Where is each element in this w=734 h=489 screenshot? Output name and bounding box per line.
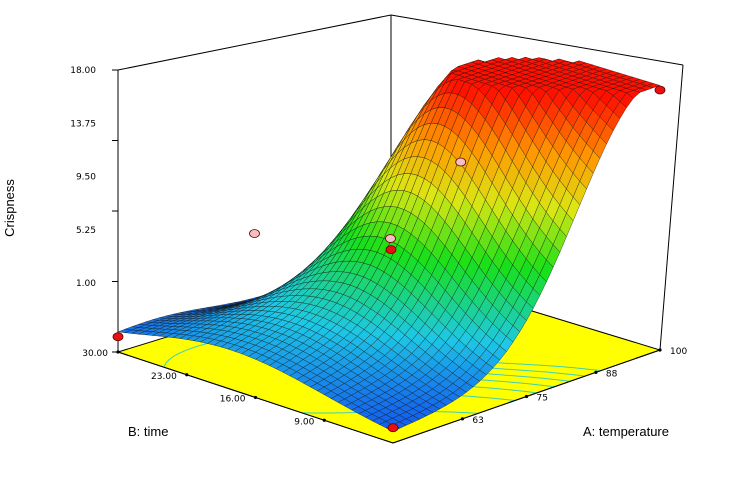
- z-tick-label: 9.50: [76, 173, 96, 183]
- a-tick-mark: [658, 348, 662, 352]
- a-tick-label: 100: [670, 347, 687, 357]
- b-tick-label: 23.00: [151, 372, 177, 382]
- a-tick-mark: [524, 394, 529, 399]
- a-tick-label: 88: [606, 369, 618, 379]
- b-tick-label: 9.00: [294, 417, 314, 427]
- z-tick-label: 18.00: [70, 66, 96, 76]
- design-point: [455, 157, 467, 167]
- b-axis-title: B: time: [128, 424, 168, 439]
- a-tick-mark: [460, 417, 465, 421]
- left-top-edge: [117, 14, 392, 71]
- b-tick-label: 30.00: [82, 349, 108, 359]
- right-top-edge: [390, 14, 684, 66]
- a-axis-title: A: temperature: [583, 424, 669, 439]
- response-surface: [117, 56, 661, 432]
- b-tick-mark: [322, 418, 326, 422]
- tick-labels: 1.00 5.25 9.50 13.75 18.00 9.00 16.00 23.00 30.0…: [70, 66, 687, 427]
- design-point: [387, 423, 399, 433]
- z-axis-title: Crispness: [2, 179, 17, 237]
- design-point: [385, 245, 397, 255]
- z-tick-label: 13.75: [70, 119, 96, 129]
- b-tick-mark: [185, 373, 189, 377]
- design-point: [112, 332, 124, 342]
- chart-frame-back: [112, 14, 684, 353]
- z-tick-label: 5.25: [76, 226, 96, 236]
- b-tick-label: 16.00: [220, 395, 246, 405]
- a-tick-label: 75: [537, 394, 548, 404]
- z-tick-label: 1.00: [76, 279, 96, 289]
- design-point: [385, 234, 396, 243]
- design-point: [249, 229, 260, 238]
- right-vertical-edge: [659, 64, 684, 351]
- design-point: [654, 85, 666, 95]
- b-tick-mark: [253, 395, 258, 400]
- a-tick-label: 63: [472, 416, 483, 426]
- design-points: [112, 85, 666, 433]
- a-tick-mark: [594, 370, 598, 374]
- b-tick-mark: [116, 350, 120, 354]
